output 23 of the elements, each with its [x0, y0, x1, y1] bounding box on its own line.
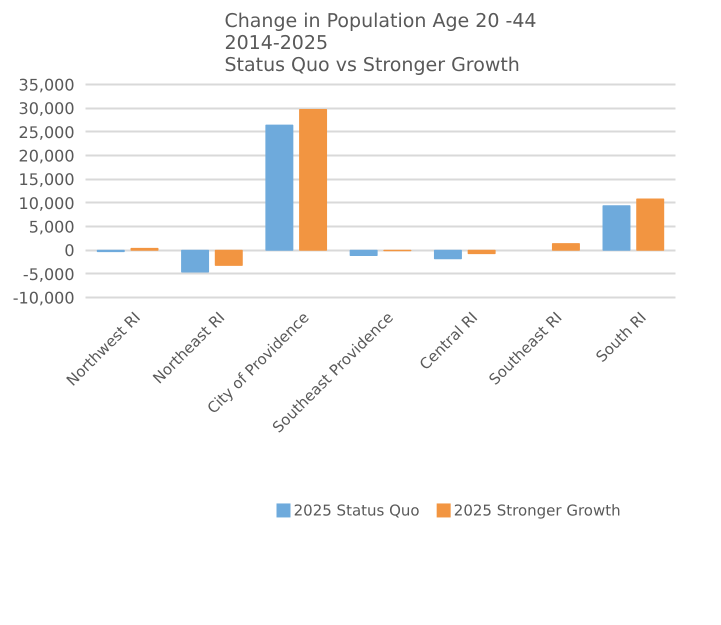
bar: [265, 124, 294, 251]
bar: [468, 250, 496, 254]
bar: [636, 198, 664, 251]
y-tick-label: -5,000: [22, 264, 74, 284]
bar: [350, 250, 378, 256]
y-tick-label: 0: [64, 241, 75, 260]
bar: [552, 243, 580, 251]
y-tick-label: 5,000: [28, 218, 75, 237]
y-tick-label: 10,000: [18, 194, 74, 213]
bar: [434, 250, 462, 260]
y-tick-label: -10,000: [12, 288, 75, 308]
bar: [299, 108, 328, 251]
legend-label: 2025 Status Quo: [294, 501, 420, 520]
y-tick-label: 20,000: [18, 146, 74, 166]
y-tick-label: 25,000: [18, 122, 74, 142]
chart-title: Change in Population Age 20 -44 2014-2025 Status Quo vs Stronger Growth: [224, 10, 537, 76]
y-tick-label: 30,000: [18, 99, 74, 118]
bar: [181, 250, 210, 273]
legend-label: 2025 Stronger Growth: [454, 501, 621, 520]
bar: [214, 250, 243, 266]
bar: [602, 205, 630, 251]
y-tick-label: 15,000: [18, 170, 74, 190]
y-tick-label: 35,000: [18, 75, 74, 94]
